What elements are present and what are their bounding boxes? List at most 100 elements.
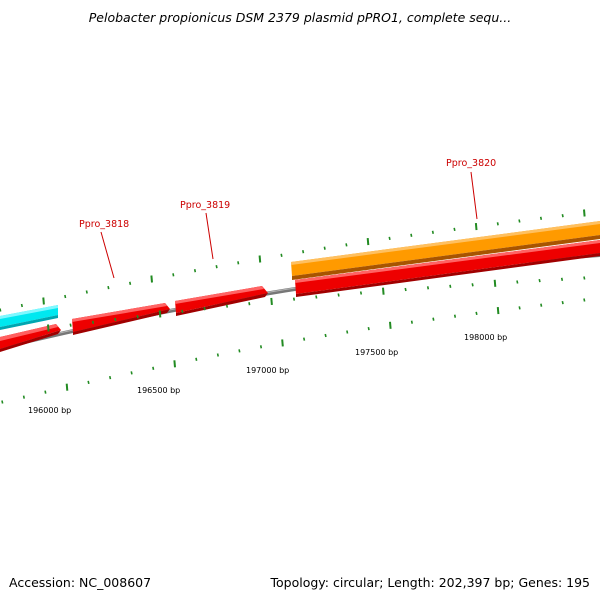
gene-arrow-ppro-3819[interactable] bbox=[175, 286, 268, 316]
gene-label-ppro-3818[interactable]: Ppro_3818 bbox=[79, 219, 129, 230]
inner-tick-minor bbox=[181, 309, 184, 313]
lower-tick-minor bbox=[87, 380, 90, 385]
leader-line-ppro-3818 bbox=[100, 231, 115, 279]
cyan-feature[interactable] bbox=[0, 305, 58, 330]
inner-tick-major bbox=[270, 297, 273, 305]
lower-tick-major bbox=[389, 321, 392, 329]
outer-tick-minor bbox=[129, 281, 132, 285]
lower-tick-minor bbox=[303, 337, 306, 341]
lower-tick-minor bbox=[152, 366, 155, 370]
inner-tick-minor bbox=[248, 302, 251, 306]
lower-tick-minor bbox=[1, 400, 4, 404]
outer-tick-minor bbox=[388, 236, 391, 241]
outer-tick-minor bbox=[64, 294, 67, 299]
lower-tick-major bbox=[281, 339, 284, 347]
lower-tick-minor bbox=[475, 311, 478, 316]
red-gene-left[interactable] bbox=[0, 324, 61, 352]
inner-tick-minor bbox=[583, 276, 586, 280]
leader-line-ppro-3820 bbox=[470, 171, 478, 220]
inner-tick-major bbox=[47, 324, 50, 332]
lower-tick-minor bbox=[518, 306, 521, 310]
outer-tick-minor bbox=[280, 253, 283, 257]
outer-tick-minor bbox=[0, 308, 2, 312]
outer-tick-minor bbox=[20, 303, 23, 308]
map-title: Pelobacter propionicus DSM 2379 plasmid … bbox=[88, 10, 512, 25]
outer-tick-minor bbox=[323, 246, 326, 250]
inner-tick-minor bbox=[560, 277, 564, 281]
gene-label-ppro-3820[interactable]: Ppro_3820 bbox=[446, 158, 496, 169]
gene-label-ppro-3819[interactable]: Ppro_3819 bbox=[180, 200, 230, 211]
outer-tick-major bbox=[474, 223, 478, 231]
lower-tick-major bbox=[173, 360, 176, 368]
outer-tick-major bbox=[150, 275, 153, 283]
inner-tick-minor bbox=[69, 323, 72, 327]
inner-tick-major bbox=[382, 287, 385, 295]
outer-tick-minor bbox=[107, 285, 110, 290]
inner-tick-minor bbox=[426, 286, 430, 290]
outer-tick-minor bbox=[410, 233, 413, 237]
outer-tick-minor bbox=[453, 227, 456, 232]
ruler-label-196500: 196500 bp bbox=[137, 386, 180, 395]
inner-tick-major bbox=[493, 279, 497, 287]
inner-tick-major bbox=[158, 310, 162, 318]
ruler-label-197500: 197500 bp bbox=[355, 348, 398, 357]
lower-tick-minor bbox=[367, 326, 370, 331]
inner-tick-minor bbox=[225, 304, 229, 308]
gene-arrow-ppro-3818[interactable] bbox=[72, 303, 170, 335]
orange-feature[interactable] bbox=[291, 221, 600, 280]
lower-tick-minor bbox=[259, 345, 263, 349]
inner-tick-minor bbox=[136, 315, 139, 319]
outer-tick-minor bbox=[431, 230, 434, 234]
accession-text: Accession: NC_008607 bbox=[9, 575, 152, 590]
outer-tick-minor bbox=[518, 219, 521, 223]
lower-tick-minor bbox=[324, 333, 327, 338]
lower-tick-major bbox=[496, 307, 500, 315]
topology-text: Topology: circular; Length: 202,397 bp; … bbox=[270, 575, 591, 590]
inner-tick-minor bbox=[292, 297, 296, 301]
lower-tick-minor bbox=[130, 371, 133, 375]
inner-tick-minor bbox=[449, 284, 452, 288]
inner-tick-minor bbox=[538, 278, 541, 283]
outer-tick-minor bbox=[237, 261, 240, 265]
outer-tick-minor bbox=[561, 214, 564, 218]
lower-tick-minor bbox=[109, 375, 112, 380]
outer-tick-minor bbox=[496, 222, 499, 226]
gene-ppro-3820-red[interactable] bbox=[295, 240, 600, 297]
outer-tick-minor bbox=[302, 250, 305, 254]
outer-tick-minor bbox=[193, 269, 197, 273]
lower-tick-minor bbox=[22, 395, 25, 399]
outer-tick-minor bbox=[85, 290, 88, 294]
inner-tick-minor bbox=[315, 295, 318, 299]
outer-tick-major bbox=[258, 255, 262, 263]
inner-tick-minor bbox=[91, 320, 95, 324]
lower-tick-minor bbox=[44, 390, 47, 394]
lower-tick-minor bbox=[216, 353, 219, 357]
lower-tick-minor bbox=[561, 300, 564, 305]
outer-tick-minor bbox=[215, 265, 218, 269]
inner-tick-row bbox=[47, 276, 586, 332]
outer-tick-row bbox=[0, 209, 586, 312]
leader-line-ppro-3819 bbox=[205, 212, 214, 260]
lower-tick-minor bbox=[346, 330, 349, 334]
inner-tick-minor bbox=[471, 283, 474, 287]
lower-tick-minor bbox=[583, 298, 586, 302]
outer-tick-major bbox=[366, 238, 370, 246]
lower-tick-minor bbox=[238, 349, 241, 353]
lower-tick-minor bbox=[195, 357, 198, 361]
inner-tick-minor bbox=[359, 291, 363, 295]
outer-tick-major bbox=[42, 297, 45, 305]
lower-tick-major bbox=[65, 383, 69, 391]
outer-tick-minor bbox=[172, 273, 175, 277]
lower-tick-minor bbox=[410, 320, 413, 324]
lower-tick-row bbox=[1, 298, 586, 404]
lower-tick-minor bbox=[453, 314, 457, 318]
inner-tick-minor bbox=[114, 317, 117, 322]
inner-tick-minor bbox=[337, 293, 340, 297]
inner-tick-minor bbox=[203, 307, 206, 311]
outer-tick-minor bbox=[539, 216, 543, 220]
ruler-label-197000: 197000 bp bbox=[246, 366, 289, 375]
inner-tick-minor bbox=[516, 280, 519, 284]
ruler-label-196000: 196000 bp bbox=[28, 406, 71, 415]
ruler-label-198000: 198000 bp bbox=[464, 333, 507, 342]
outer-tick-major bbox=[583, 209, 586, 217]
